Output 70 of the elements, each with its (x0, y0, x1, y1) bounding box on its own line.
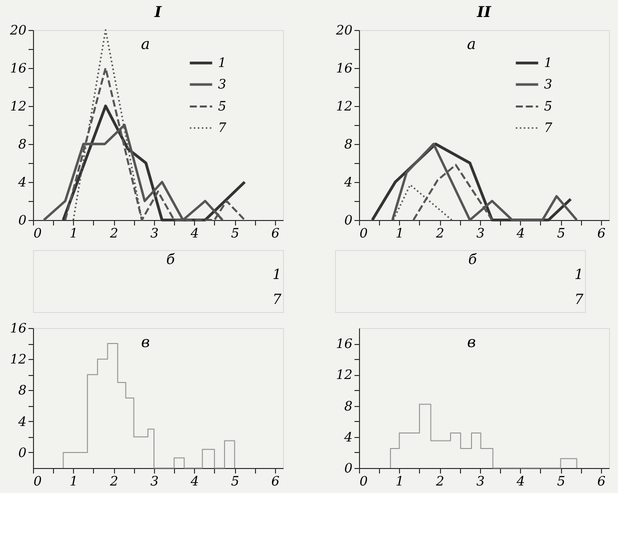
legend-label: 7 (544, 121, 553, 136)
y-tick-label: 12 (10, 100, 26, 114)
x-tick-label: 6 (271, 474, 280, 490)
x-tick-label: 0 (360, 474, 368, 490)
annotation: а (141, 35, 150, 53)
legend-label: 3 (544, 78, 552, 92)
y-tick-label: 4 (17, 176, 26, 190)
text: 1 (574, 267, 584, 283)
legend-label: 5 (544, 100, 552, 114)
text: б (468, 252, 478, 268)
x-tick-label: 3 (476, 474, 485, 490)
x-tick-label: 6 (597, 226, 606, 242)
legend-label: 7 (218, 121, 227, 136)
x-tick-label: 5 (230, 226, 240, 242)
y-tick-label: 16 (10, 322, 26, 336)
y-tick-label: 16 (336, 62, 352, 76)
annotation: в (141, 333, 150, 351)
text: 7 (272, 292, 282, 308)
x-tick-label: 5 (556, 474, 566, 490)
y-tick-label: 8 (18, 384, 26, 399)
x-tick-label: 5 (230, 474, 240, 490)
y-tick-label: 16 (336, 337, 352, 352)
x-tick-label: 2 (109, 226, 118, 242)
y-tick-label: 0 (18, 446, 26, 461)
legend-label: 1 (544, 56, 552, 71)
y-tick-label: 4 (343, 176, 352, 190)
y-tick-label: 0 (344, 462, 352, 476)
x-tick-label: 2 (109, 474, 118, 490)
x-tick-label: 1 (396, 474, 404, 490)
x-tick-label: 1 (396, 226, 404, 242)
x-tick-label: 0 (34, 226, 42, 242)
x-tick-label: 3 (476, 226, 485, 242)
y-tick-label: 8 (344, 399, 352, 414)
x-tick-label: 4 (516, 226, 525, 242)
x-tick-label: 6 (597, 474, 606, 490)
chart-title: I (153, 3, 162, 21)
y-tick-label: 8 (344, 138, 352, 152)
annotation: а (467, 35, 476, 53)
x-tick-label: 2 (435, 226, 444, 242)
x-tick-label: 0 (34, 474, 42, 490)
y-tick-label: 4 (343, 430, 352, 446)
y-tick-label: 0 (18, 214, 26, 228)
text: 1 (272, 267, 282, 283)
legend-label: 3 (218, 78, 226, 92)
x-tick-label: 3 (150, 226, 159, 242)
y-tick-label: 8 (18, 138, 26, 152)
y-tick-label: 0 (344, 214, 352, 228)
y-tick-label: 12 (336, 368, 352, 384)
y-tick-label: 20 (334, 24, 352, 38)
legend-label: 5 (218, 100, 226, 114)
x-tick-label: 4 (190, 474, 199, 490)
x-tick-label: 1 (70, 226, 78, 242)
chart-title: II (476, 3, 492, 21)
x-tick-label: 4 (516, 474, 525, 490)
x-tick-label: 1 (70, 474, 78, 490)
y-tick-label: 4 (17, 414, 26, 430)
y-tick-label: 12 (10, 352, 26, 368)
x-tick-label: 0 (360, 226, 368, 242)
y-tick-label: 20 (8, 24, 26, 38)
x-tick-label: 3 (150, 474, 159, 490)
legend-label: 1 (218, 56, 226, 71)
text: б (166, 252, 176, 268)
y-tick-label: 12 (336, 100, 352, 114)
annotation: в (467, 333, 476, 351)
x-tick-label: 4 (190, 226, 199, 242)
text: 7 (574, 292, 584, 308)
x-tick-label: 6 (271, 226, 280, 242)
x-tick-label: 5 (556, 226, 566, 242)
x-tick-label: 2 (435, 474, 444, 490)
y-tick-label: 16 (10, 62, 26, 76)
